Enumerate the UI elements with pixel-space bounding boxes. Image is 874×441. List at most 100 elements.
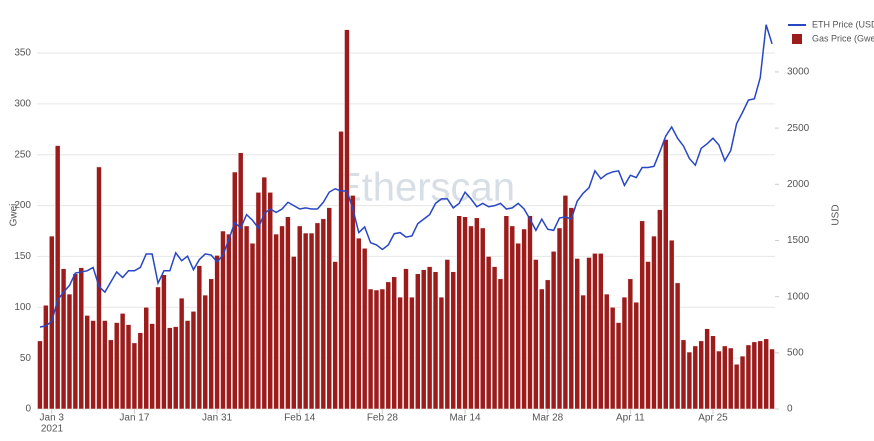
y-tick-label: 150	[14, 251, 31, 262]
x-tick-label: Jan 31	[202, 413, 232, 424]
x-tick-label: Feb 28	[367, 413, 399, 424]
bar	[190, 311, 197, 410]
bar	[438, 296, 445, 410]
bar	[539, 288, 545, 410]
bar	[178, 297, 185, 410]
x-tick-label: Jan 3	[40, 413, 65, 424]
bar	[302, 232, 309, 410]
bar	[450, 271, 456, 410]
bar	[167, 327, 173, 410]
bar	[379, 288, 386, 410]
y-tick-label: 300	[14, 99, 31, 110]
y-tick-label: 200	[14, 200, 31, 211]
bar	[273, 233, 279, 410]
y-tick-label: 0	[25, 404, 31, 415]
bar	[78, 267, 85, 410]
bar	[710, 335, 716, 410]
y-tick-label: 100	[14, 302, 31, 313]
watermark: Etherscan	[335, 166, 515, 210]
bar	[232, 171, 238, 410]
y-axis-title: Gwei	[9, 204, 20, 227]
bar	[90, 320, 96, 410]
bar	[515, 242, 521, 410]
bar	[468, 225, 474, 410]
bar	[527, 215, 533, 410]
bar	[391, 276, 397, 410]
bar	[285, 216, 291, 410]
bar	[474, 217, 480, 410]
y2-tick-label: 2500	[787, 123, 810, 134]
bar	[633, 301, 639, 410]
bar	[562, 195, 569, 410]
bar	[615, 322, 622, 410]
bar	[491, 266, 498, 410]
bar	[716, 350, 722, 410]
bar	[456, 215, 462, 410]
bar	[314, 222, 321, 410]
bar	[279, 225, 285, 410]
bar	[621, 296, 628, 410]
bar	[261, 176, 268, 410]
bar	[66, 293, 73, 410]
bar	[113, 322, 120, 410]
bar	[84, 315, 90, 410]
bar	[704, 328, 710, 410]
bar	[131, 342, 138, 410]
bar	[592, 253, 598, 410]
legend-swatch	[792, 34, 802, 44]
bar	[243, 225, 250, 410]
bar	[651, 235, 657, 410]
bar	[497, 278, 504, 410]
bar	[426, 266, 433, 410]
y-tick-label: 50	[20, 353, 32, 364]
bar	[609, 307, 616, 410]
bar	[432, 271, 439, 410]
y2-tick-label: 500	[787, 347, 804, 358]
y2-tick-label: 3000	[787, 67, 810, 78]
bar	[420, 269, 427, 410]
legend-label: ETH Price (USD)	[812, 19, 874, 29]
bar	[509, 225, 516, 410]
bar	[208, 278, 214, 410]
bar	[43, 305, 49, 410]
bar	[149, 323, 155, 410]
bar	[485, 256, 492, 410]
bar	[332, 261, 338, 410]
bar	[161, 274, 167, 410]
bar	[385, 281, 392, 410]
bar	[733, 363, 740, 410]
bar	[72, 273, 79, 410]
bar	[361, 248, 368, 410]
x-sub-label: 2021	[41, 424, 64, 435]
y2-tick-label: 1000	[787, 291, 810, 302]
bar	[373, 289, 380, 410]
bar	[639, 220, 645, 410]
y2-tick-label: 0	[787, 404, 793, 415]
bar	[403, 268, 409, 410]
bar	[645, 261, 651, 410]
bar	[739, 355, 746, 410]
bar	[745, 344, 752, 410]
bar	[137, 332, 144, 410]
bar	[556, 227, 563, 410]
bar	[196, 265, 203, 410]
bar	[237, 152, 244, 410]
bar	[102, 320, 108, 410]
bar	[356, 237, 362, 410]
bar	[668, 239, 675, 410]
bar	[550, 251, 557, 410]
bar	[574, 258, 580, 410]
x-tick-label: Apr 11	[616, 413, 645, 424]
bar	[698, 340, 704, 410]
bar	[751, 341, 758, 410]
bar	[173, 326, 179, 410]
y-tick-label: 350	[14, 48, 31, 59]
bar	[249, 242, 256, 410]
bar	[320, 218, 327, 410]
bar	[444, 259, 451, 410]
y2-axis-title: USD	[831, 204, 842, 225]
bar	[757, 340, 763, 410]
bar	[184, 320, 191, 410]
bar	[326, 207, 332, 410]
